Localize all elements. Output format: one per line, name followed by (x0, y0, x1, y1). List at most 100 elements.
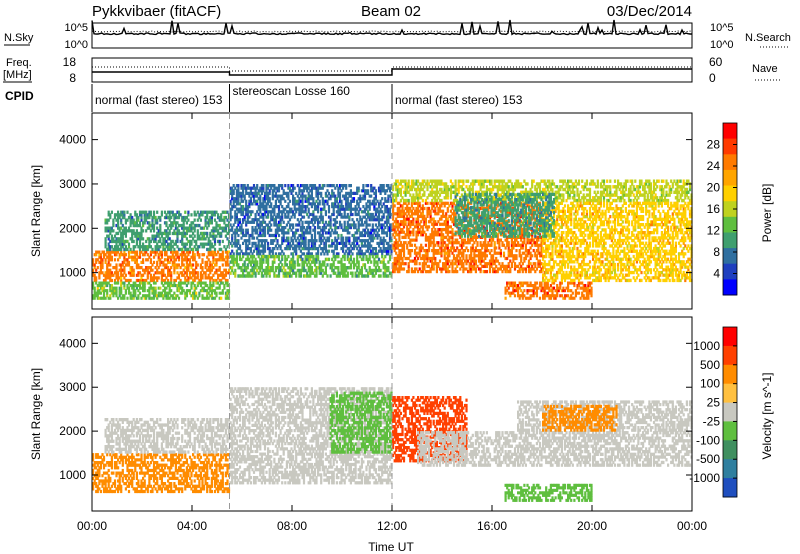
echo-cell (150, 258, 152, 261)
echo-cell (289, 200, 291, 203)
echo-cell (201, 258, 203, 261)
freq-label-2: [MHz] (3, 69, 32, 81)
echo-cell (237, 239, 239, 242)
echo-cell (187, 211, 189, 214)
cpid-label: CPID (5, 89, 34, 103)
echo-cell (201, 266, 203, 269)
echo-cell (270, 223, 272, 226)
echo-cell (197, 229, 199, 232)
echo-cell (136, 251, 138, 254)
echo-cell (126, 297, 128, 300)
cpid-row: CPID normal (fast stereo) 153stereoscan … (5, 84, 523, 112)
nave-tick-bottom: 0 (709, 71, 716, 85)
echo-cell (270, 202, 272, 205)
echo-cell (281, 184, 283, 187)
echo-cell (126, 211, 128, 214)
echo-cell (219, 240, 221, 243)
echo-cell (284, 200, 286, 203)
echo-cell (194, 219, 196, 222)
echo-cell (158, 276, 160, 279)
nave-tick-top: 60 (709, 55, 723, 69)
echo-cell (161, 211, 163, 214)
beam-title: Beam 02 (361, 3, 421, 20)
echo-cell (194, 235, 196, 238)
echo-cell (287, 237, 289, 240)
echo-cell (159, 224, 161, 227)
echo-cell (142, 229, 144, 232)
noise-search-line (92, 31, 692, 32)
echo-cell (292, 223, 294, 226)
echo-cell (203, 253, 205, 256)
echo-cell (220, 297, 222, 300)
echo-cell (237, 234, 239, 237)
echo-cell (206, 232, 208, 235)
date-title: 03/Dec/2014 (607, 3, 692, 20)
echo-cell (297, 229, 299, 232)
echo-cell (192, 263, 194, 266)
echo-cell (117, 282, 119, 285)
echo-cell (133, 240, 135, 243)
cpid-segment-label: normal (fast stereo) 153 (95, 93, 223, 107)
echo-cell (151, 248, 153, 251)
echo-cell (242, 229, 244, 232)
radar-figure: Pykkvibaer (fitACF) Beam 02 03/Dec/2014 … (0, 0, 800, 554)
echo-cell (97, 266, 99, 269)
echo-cell (153, 261, 155, 264)
echo-cell (128, 243, 130, 246)
echo-cell (197, 263, 199, 266)
freq-tick-bottom: 8 (69, 71, 76, 85)
echo-cell (231, 216, 233, 219)
echo-cell (262, 184, 264, 187)
echo-cell (222, 263, 224, 266)
echo-cell (114, 258, 116, 261)
nsearch-label: N.Search (745, 32, 791, 44)
echo-cell (239, 244, 241, 247)
echo-cell (156, 211, 158, 214)
echo-cell (305, 237, 307, 240)
echo-cell (144, 282, 146, 285)
echo-cell (94, 287, 96, 290)
noise-tick-right-bottom: 10^0 (710, 39, 734, 51)
echo-cell (178, 297, 180, 300)
echo-cell (184, 211, 186, 214)
echo-cell (212, 282, 214, 285)
echo-cell (106, 289, 108, 292)
echo-cell (301, 221, 303, 224)
echo-cell (198, 253, 200, 256)
echo-cell (267, 242, 269, 245)
echo-cell (214, 248, 216, 251)
echo-cell (195, 292, 197, 295)
echo-cell (153, 211, 155, 214)
echo-cell (111, 279, 113, 282)
cpid-segment-label: normal (fast stereo) 153 (395, 93, 523, 107)
echo-cell (150, 211, 152, 214)
echo-cell (115, 287, 117, 290)
echo-cell (219, 266, 221, 269)
echo-cell (125, 253, 127, 256)
echo-cell (190, 213, 192, 216)
echo-cell (187, 219, 189, 222)
echo-cell (187, 282, 189, 285)
echo-cell (239, 218, 241, 221)
frequency-line (92, 69, 692, 75)
echo-cell (165, 221, 167, 224)
echo-cell (284, 184, 286, 187)
echo-cell (247, 229, 249, 232)
echo-cell (269, 197, 271, 200)
echo-cell (128, 261, 130, 264)
noise-tick-left-bottom: 10^0 (64, 39, 88, 51)
echo-cell (111, 256, 113, 259)
echo-cell (155, 282, 157, 285)
echo-cell (159, 287, 161, 290)
freq-tick-top: 18 (63, 55, 77, 69)
echo-cell (109, 263, 111, 266)
echo-cell (270, 229, 272, 232)
echo-cell (200, 219, 202, 222)
echo-cell (276, 239, 278, 242)
noise-tick-left-top: 10^5 (64, 22, 88, 34)
echo-cell (170, 289, 172, 292)
echo-cell (115, 263, 117, 266)
nsky-label: N.Sky (4, 32, 34, 44)
echo-cell (170, 271, 172, 274)
